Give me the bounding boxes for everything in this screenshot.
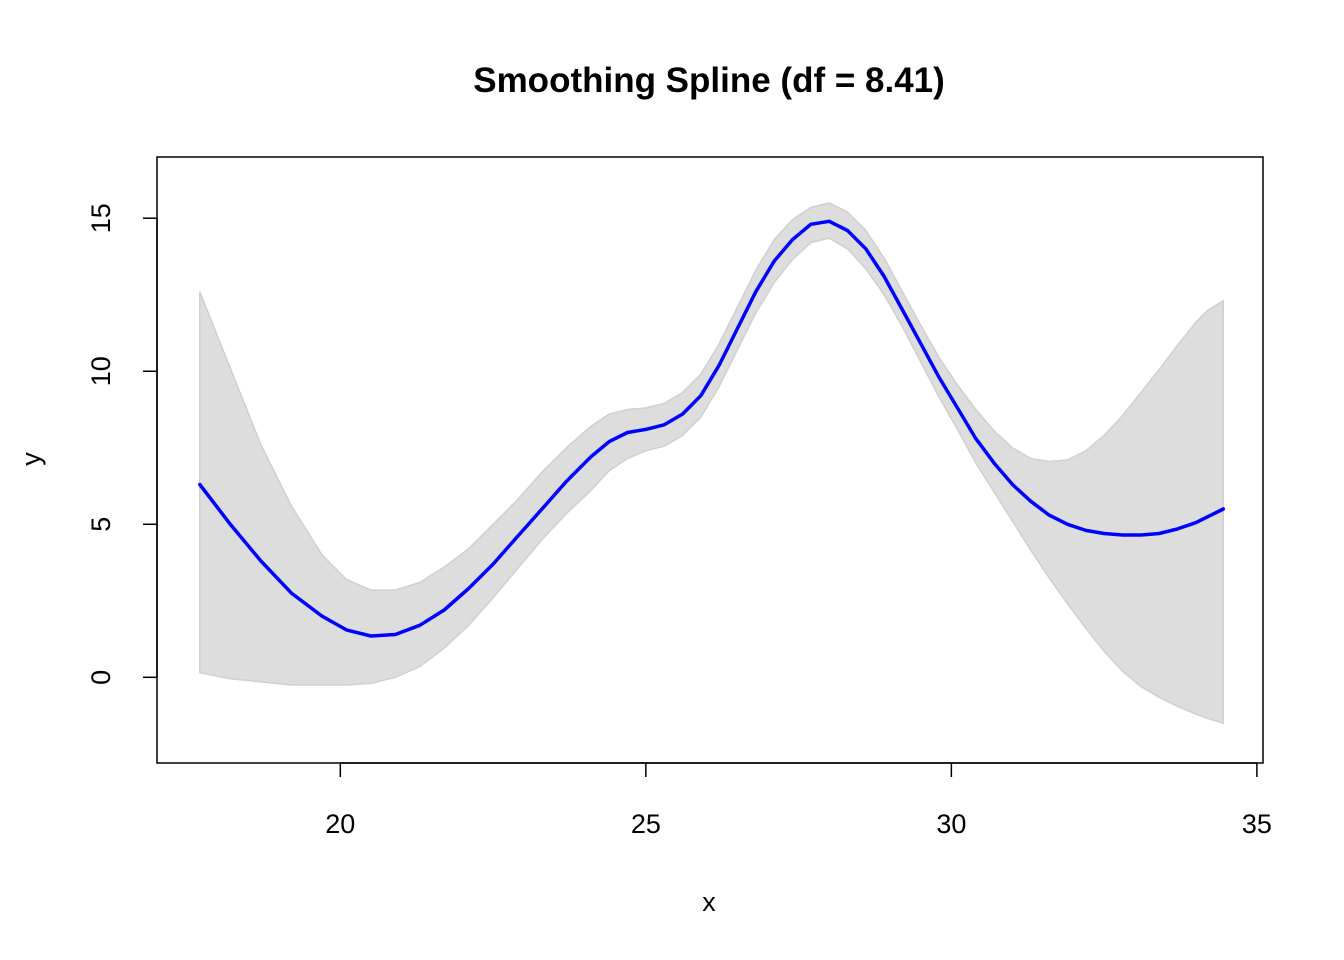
- y-tick-label: 10: [86, 356, 116, 386]
- x-tick-label: 35: [1242, 809, 1272, 839]
- y-tick-label: 15: [86, 203, 116, 233]
- chart-title: Smoothing Spline (df = 8.41): [473, 61, 945, 100]
- y-tick-label: 5: [86, 517, 116, 532]
- y-axis: 0 5 10 15: [86, 203, 158, 685]
- x-axis-label: x: [702, 887, 716, 917]
- y-tick-label: 0: [86, 670, 116, 685]
- fit-line: [198, 219, 1226, 638]
- x-tick-label: 25: [631, 809, 661, 839]
- plot-area: [198, 202, 1226, 725]
- y-axis-label: y: [16, 452, 46, 466]
- x-tick-label: 30: [936, 809, 966, 839]
- x-axis: 20 25 30 35: [325, 762, 1272, 839]
- confidence-band: [199, 202, 1225, 725]
- x-tick-label: 20: [325, 809, 355, 839]
